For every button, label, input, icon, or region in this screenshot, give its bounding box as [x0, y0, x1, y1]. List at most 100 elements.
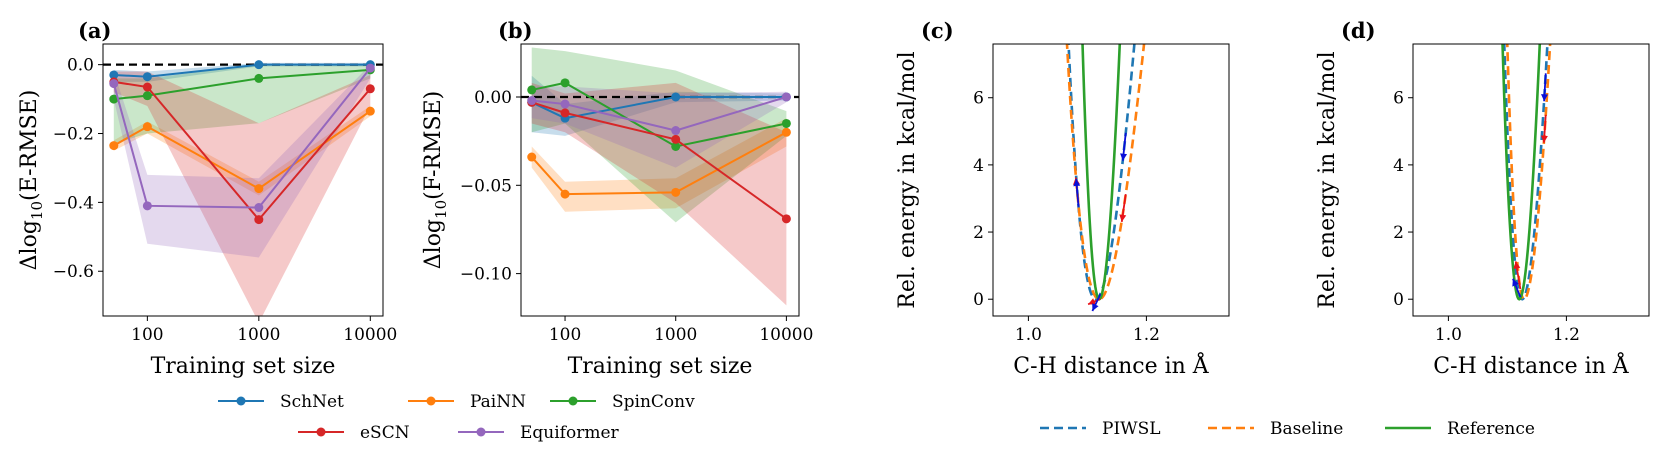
panel-d-curves [1501, 44, 1552, 301]
panel-a-ytick-label: −0.6 [53, 262, 94, 282]
panel-b-ylabel: Δlog10(F-RMSE) [421, 91, 450, 269]
legend-left-marker-equiformer [476, 427, 486, 437]
legend-left-marker-painn [426, 396, 436, 406]
panel-a-band-escn [113, 71, 371, 316]
panel-c-frame [992, 43, 1230, 317]
panel-a-bands [113, 62, 371, 316]
legend-left-marker-spinconv [568, 396, 578, 406]
panel-c-curve-piwsl [1067, 44, 1136, 301]
panel-b-ytick-label: 0.00 [474, 88, 512, 108]
panel-a-point-schnet [109, 70, 119, 80]
panel-d-arrowhead-blue [1541, 94, 1549, 102]
legend-left-marker-schnet [236, 396, 246, 406]
panel-b-title: (b) [498, 18, 533, 43]
panel-a-xtick-label: 10000 [343, 325, 397, 345]
panel-b-point-equiformer [671, 126, 681, 136]
panel-c-axes: 1.0 1.2 0 2 4 6 [973, 43, 1230, 345]
panel-a-line-equiformer [112, 67, 372, 209]
panel-a-band-equiformer [113, 64, 371, 258]
panel-a-line-schnet [113, 63, 371, 78]
panel-d-arrowhead-red [1513, 261, 1521, 269]
panel-b-point-spinconv [560, 78, 570, 88]
panel-a-ylabel-main: Δlog [17, 220, 42, 270]
panel-b-point-painn [781, 127, 791, 137]
panel-d: 1.0 1.2 0 2 4 6 (d) C-H distance in Å Rel. en… [1315, 18, 1650, 379]
panel-b-xtick-label: 10000 [759, 325, 813, 345]
panel-c-title: (c) [921, 18, 954, 43]
legend-left: SchNet PaiNN SpinConv eSCN Equiformer [218, 392, 695, 443]
panel-a-point-schnet [254, 60, 264, 70]
panel-b-point-painn [671, 187, 681, 197]
panel-a-ylabel-sub: 10 [28, 201, 46, 220]
legend-left-label-schnet: SchNet [280, 392, 344, 412]
legend-right-label-baseline: Baseline [1270, 419, 1343, 439]
panel-a-frame [102, 43, 384, 317]
panel-c-xtick-label: 1.0 [1015, 325, 1042, 345]
panel-d-curve-reference [1501, 44, 1542, 301]
panel-b-point-spinconv [671, 141, 681, 151]
panel-a-band-painn [113, 105, 371, 196]
panel-d-curve-baseline [1505, 44, 1552, 301]
panel-b-point-equiformer [527, 96, 537, 106]
panel-d-axes: 1.0 1.2 0 2 4 6 [1393, 43, 1650, 345]
panel-b-line-painn [530, 131, 787, 196]
panel-a-point-spinconv [142, 91, 152, 101]
panel-d-arrowhead-blue [1512, 278, 1519, 287]
panel-d-ytick-label: 4 [1393, 156, 1404, 176]
panel-c-xtick-label: 1.2 [1133, 325, 1160, 345]
panel-a-point-painn [365, 106, 375, 116]
legend-left-label-spinconv: SpinConv [612, 392, 695, 412]
panel-c-arrowhead-red [1119, 214, 1127, 222]
legend-left-label-equiformer: Equiformer [520, 423, 620, 443]
panel-a-point-spinconv [254, 73, 264, 83]
legend-left-label-painn: PaiNN [470, 392, 526, 412]
panel-d-ylabel: Rel. energy in kcal/mol [1315, 51, 1340, 308]
panel-c-arrowhead-blue [1092, 303, 1099, 312]
panel-a-point-equiformer [365, 63, 375, 73]
panel-b-xtick-label: 1000 [654, 325, 697, 345]
panel-b-band-escn [531, 82, 787, 306]
panel-c-arrowhead-blue [1073, 178, 1081, 187]
panel-a-title: (a) [78, 18, 111, 43]
panel-b-ytick-label: −0.05 [460, 176, 512, 196]
panel-a-line-escn [113, 80, 372, 222]
legend-right-label-reference: Reference [1447, 419, 1535, 439]
panel-a-ytick-label: 0.0 [67, 56, 94, 76]
panel-d-title: (d) [1341, 18, 1376, 43]
legend-right: PIWSL Baseline Reference [1040, 419, 1535, 439]
panel-b-line-schnet [531, 95, 787, 120]
panel-b-point-painn [527, 152, 537, 162]
panel-b-ylabel-rest: (F-RMSE) [421, 91, 446, 200]
panel-b-point-escn [671, 134, 681, 144]
panel-b-frame [520, 43, 800, 317]
panel-b-point-escn [781, 214, 791, 224]
panel-a-line-painn [113, 110, 371, 190]
panel-b-point-schnet [671, 92, 681, 102]
panel-b-band-painn [531, 118, 787, 212]
legend-left-label-escn: eSCN [360, 423, 410, 443]
panel-a: 100 1000 10000 0.0 −0.2 −0.4 −0.6 (a) Training… [17, 18, 397, 379]
panel-d-ytick-label: 2 [1393, 223, 1404, 243]
panel-a-point-spinconv [109, 94, 119, 104]
panel-b-xlabel: Training set size [568, 354, 753, 379]
panel-b-line-spinconv [531, 81, 787, 148]
panel-a-ylabel-rest: (E-RMSE) [17, 90, 42, 201]
panel-d-xtick-label: 1.0 [1435, 325, 1462, 345]
panel-a-point-schnet [142, 72, 152, 82]
panel-b-series [527, 78, 791, 224]
panel-a-ytick-label: −0.2 [53, 125, 94, 145]
panel-b-line-equiformer [531, 96, 787, 132]
panel-c-arrow-red [1146, 0, 1149, 22]
panel-a-axes: 100 1000 10000 0.0 −0.2 −0.4 −0.6 [53, 43, 397, 345]
panel-b-point-spinconv [527, 85, 537, 95]
panel-c-ytick-label: 0 [973, 290, 984, 310]
panel-a-series [109, 60, 375, 225]
panel-c-ytick-label: 2 [973, 223, 984, 243]
panel-b-xtick-label: 100 [549, 325, 581, 345]
panel-a-point-equiformer [109, 79, 119, 89]
panel-a-xtick-label: 100 [131, 325, 163, 345]
panel-d-ytick-label: 0 [1393, 290, 1404, 310]
panel-a-xtick-label: 1000 [237, 325, 280, 345]
panel-b-point-spinconv [781, 118, 791, 128]
